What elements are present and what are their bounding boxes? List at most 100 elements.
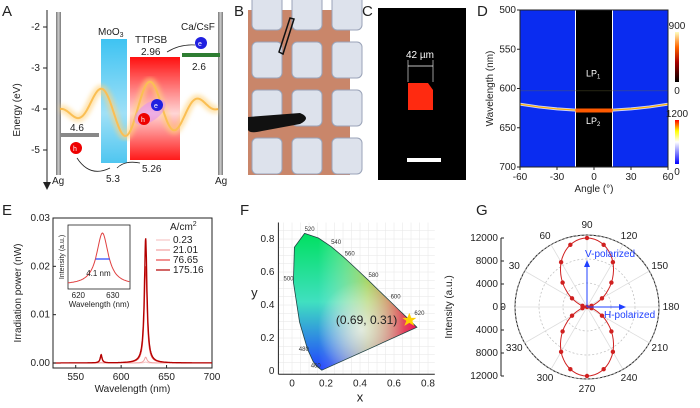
h-polarized-label: H-polarized <box>604 310 655 321</box>
panel-label-a: A <box>2 3 12 20</box>
photon-wave-glow <box>59 77 220 140</box>
x-tick-label: 0.8 <box>421 378 435 389</box>
hole-injection-arrow <box>76 157 111 172</box>
legend-label: 0.23 <box>173 235 193 246</box>
spectrum-line-21.01 <box>53 356 212 364</box>
polar-data-point <box>609 280 614 285</box>
v-arrow-head-icon <box>584 260 590 267</box>
angle-label: 210 <box>651 343 668 354</box>
r-tick-label: 12000 <box>470 371 498 382</box>
fwhm-label: 4.1 nm <box>86 269 111 278</box>
x-tick-label: 30 <box>625 172 637 183</box>
polar-data-point <box>601 242 606 248</box>
polar-data-point <box>609 329 614 334</box>
v-polarized-label: V-polarized <box>585 249 635 260</box>
r-tick-label: 4000 <box>476 279 499 290</box>
x-axis-label: Angle (°) <box>574 184 613 195</box>
inset-peak-line <box>67 232 130 284</box>
moo3-homo-value: 5.3 <box>106 174 120 185</box>
x-tick-label: -30 <box>550 172 565 183</box>
angle-label: 180 <box>663 302 680 313</box>
legend-label: 175.16 <box>173 265 204 276</box>
grid-window <box>331 0 363 31</box>
colorbar-lp1-max: 900 <box>669 21 686 32</box>
polar-chart: 90 120 150 180 210 240 270 300 330 0 30 60 V-polariz… <box>444 220 680 395</box>
electron-symbol: e <box>154 103 158 110</box>
x-tick-label: 650 <box>158 372 175 383</box>
polar-data-point <box>558 349 564 355</box>
panel-label-e: E <box>2 202 12 219</box>
energy-axis-label: Energy (eV) <box>12 83 23 136</box>
lp2-label: LP2 <box>586 116 601 128</box>
y-tick-label: 650 <box>499 123 516 134</box>
star-marker <box>402 312 417 326</box>
angle-label: 150 <box>651 261 668 272</box>
grid-window <box>251 41 283 79</box>
polar-data-point <box>560 280 565 285</box>
y-tick-label: 0.02 <box>31 261 51 272</box>
colorbar-lp2-min: 0 <box>674 167 680 178</box>
inset-x-tick-label: 620 <box>72 291 86 300</box>
polar-data-point <box>560 329 565 334</box>
y-tick-label: 0.00 <box>31 358 51 369</box>
x-tick-label: 0 <box>591 172 597 183</box>
locus-wavelength-label: 520 <box>305 227 316 233</box>
emitting-pixel <box>408 83 433 110</box>
ag-left-label: Ag <box>52 176 64 187</box>
grid-window <box>331 137 363 175</box>
cacsf-level <box>182 53 220 57</box>
panel-label-d: D <box>477 3 488 20</box>
exciton-electron <box>151 99 163 111</box>
grid-window <box>291 0 323 31</box>
grid-window <box>331 89 363 127</box>
hole-symbol-2: h <box>73 146 77 153</box>
legend-label: 21.01 <box>173 245 198 256</box>
electron-injection-arrow <box>166 44 196 53</box>
cacsf-label: Ca/CsF <box>181 22 215 33</box>
legend-label: 76.65 <box>173 255 198 266</box>
polar-data-point <box>610 259 616 265</box>
locus-wavelength-label: 580 <box>369 273 380 279</box>
angle-label: 240 <box>621 373 638 384</box>
polar-data-point <box>599 296 605 301</box>
ttpsb-label: TTPSB <box>135 35 168 46</box>
y-axis-label: y <box>251 285 258 300</box>
y-tick-label: 0.2 <box>260 333 274 344</box>
polar-data-point <box>568 366 573 372</box>
polar-data-point <box>569 313 575 318</box>
x-tick-label: 0 <box>289 378 295 389</box>
energy-tick-label: -2 <box>31 22 40 33</box>
electron-symbol-2: e <box>198 41 202 48</box>
legend-title: A/cm2 <box>170 221 197 233</box>
angle-label: 30 <box>509 261 521 272</box>
x-tick-label: 550 <box>67 372 84 383</box>
y-tick-label: 500 <box>499 5 516 16</box>
plot-frame <box>52 217 213 369</box>
panel-label-g: G <box>476 202 488 219</box>
energy-tick-label: -4 <box>31 104 40 115</box>
x-tick-label: -60 <box>513 172 528 183</box>
grid-window <box>251 137 283 175</box>
y-tick-label: 550 <box>499 44 516 55</box>
polar-data-point <box>584 235 590 241</box>
y-tick-label: 0.8 <box>260 234 274 245</box>
panel-label-f: F <box>240 202 249 219</box>
polar-data-point <box>580 305 585 311</box>
heatmap-center-window <box>575 10 613 167</box>
dimension-label: 42 µm <box>406 50 434 61</box>
scale-bar <box>407 158 441 162</box>
angle-label: 60 <box>539 231 551 242</box>
y-axis-label: Wavelength (nm) <box>485 51 496 127</box>
colorbar-lp1 <box>675 32 679 82</box>
x-axis-label: Wavelength (nm) <box>95 384 171 395</box>
grid-window <box>331 41 363 79</box>
panel-label-b: B <box>234 3 244 20</box>
energy-tick-label: -5 <box>31 145 40 156</box>
angle-label: 120 <box>621 231 638 242</box>
r-tick-label: 0 <box>492 302 498 313</box>
device-photo <box>248 0 363 175</box>
x-tick-label: 0.4 <box>353 378 367 389</box>
ag-work-function-level <box>60 133 99 137</box>
